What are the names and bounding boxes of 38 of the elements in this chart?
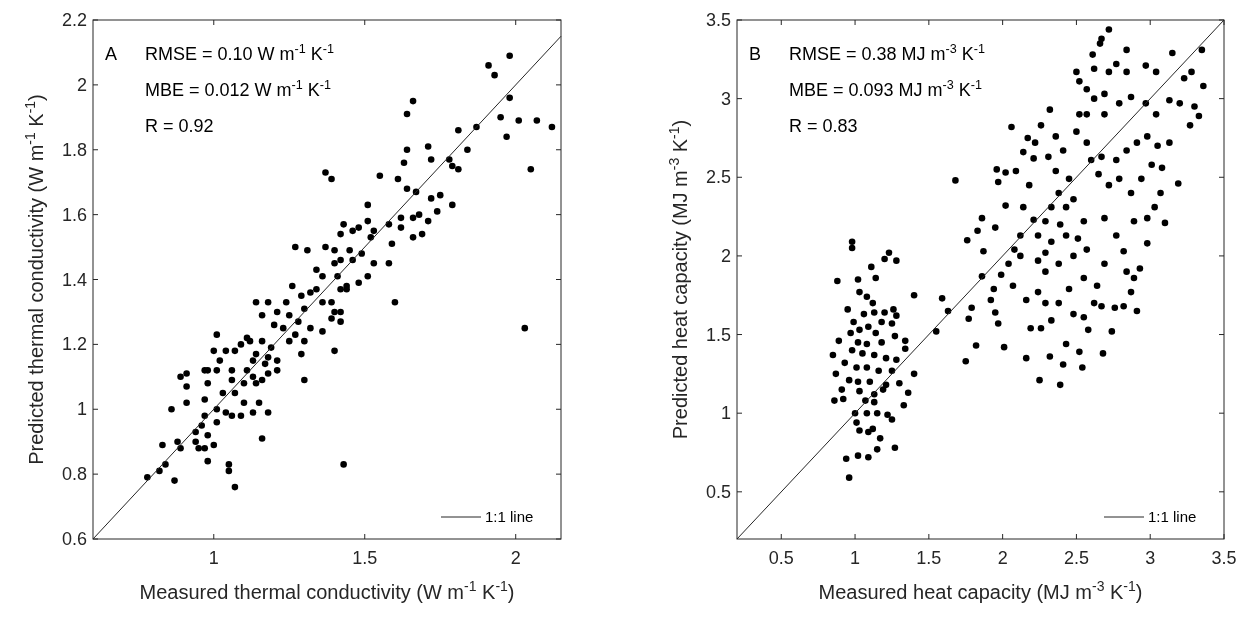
x-tick-label: 1: [208, 548, 219, 568]
x-tick-label: 1: [850, 548, 861, 568]
y-tick-label: 1.2: [61, 334, 87, 355]
annotation: MBE = 0.012 W m$^{-1}$ K$^{-1}$: [145, 78, 331, 100]
x-tick-label: 1.5: [352, 548, 378, 568]
y-tick-label: 2.5: [705, 167, 731, 188]
y-tick-label: 1.5: [705, 324, 731, 345]
y-tick-label: 0.6: [61, 529, 87, 549]
y-tick-label: 2: [720, 245, 731, 266]
annotation: MBE = 0.093 MJ m$^{-3}$ K$^{-1}$: [789, 78, 982, 100]
x-tick-label: 0.5: [768, 548, 794, 568]
y-tick-label: 0.8: [61, 464, 87, 485]
legend-label: 1:1 line: [485, 508, 534, 525]
x-tick-label: 2: [510, 548, 521, 568]
x-tick-label: 3.5: [1211, 548, 1237, 568]
annotation: B: [749, 44, 762, 64]
y-tick-label: 2.2: [61, 10, 87, 30]
annotation: R = 0.83: [789, 116, 858, 136]
x-tick-label: 2: [997, 548, 1008, 568]
annotation: R = 0.92: [145, 116, 214, 136]
annotation: RMSE = 0.10 W m$^{-1}$ K$^{-1}$: [145, 42, 334, 64]
annotation: A: [105, 44, 118, 64]
x-tick-label: 3: [1145, 548, 1156, 568]
y-tick-label: 1: [76, 399, 87, 420]
y-tick-label: 1.6: [61, 204, 87, 225]
y-tick-label: 1.4: [61, 269, 87, 290]
x-tick-label: 1.5: [916, 548, 942, 568]
y-tick-label: 3: [720, 88, 731, 109]
y-tick-label: 2: [76, 74, 87, 95]
x-tick-label: 2.5: [1063, 548, 1089, 568]
x-axis-title: Measured heat capacity (MJ m$^{-3}$ K$^{-1}$): [818, 578, 1143, 603]
annotation: RMSE = 0.38 MJ m$^{-3}$ K$^{-1}$: [789, 42, 985, 64]
y-tick-label: 1: [720, 403, 731, 424]
y-tick-label: 1.8: [61, 139, 87, 160]
y-tick-label: 3.5: [705, 10, 731, 30]
legend-label: 1:1 line: [1148, 508, 1197, 525]
x-axis-title: Measured thermal conductivity (W m$^{-1}$ K$^{-1}$): [139, 578, 515, 603]
y-tick-label: 0.5: [705, 481, 731, 502]
